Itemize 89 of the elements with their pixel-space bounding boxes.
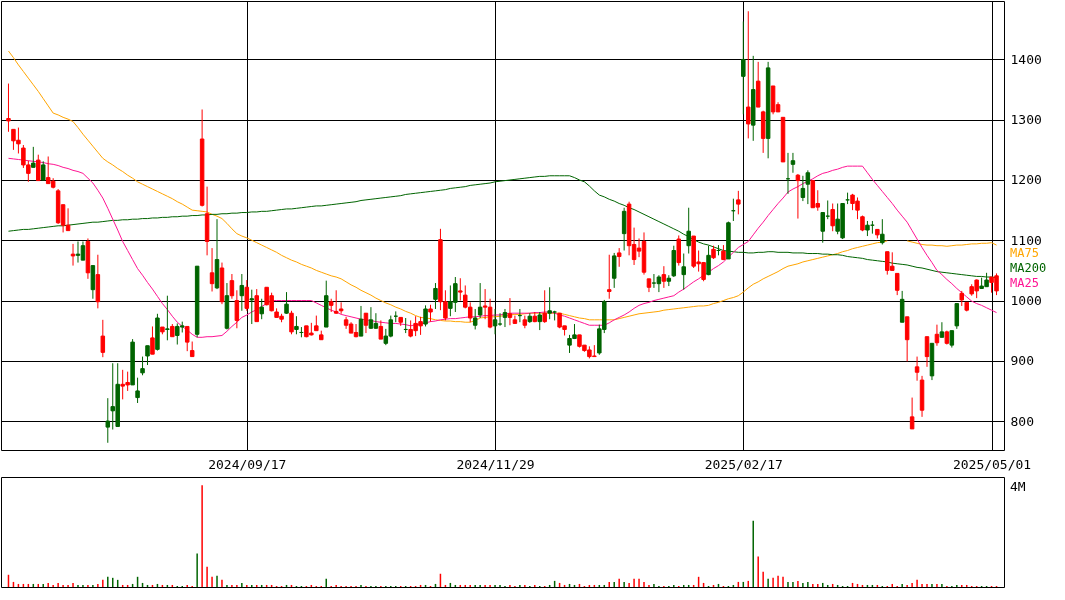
candlestick [423, 304, 428, 327]
candlestick [741, 20, 746, 115]
candlestick [904, 316, 910, 362]
candlestick [249, 289, 255, 325]
y-tick-label: 1400 [1010, 51, 1042, 67]
candlestick [607, 254, 612, 300]
candlestick [651, 273, 657, 289]
candlestick [492, 308, 498, 335]
candlestick [537, 311, 542, 331]
candlestick [924, 336, 930, 368]
candlestick [790, 152, 796, 174]
candlestick [458, 277, 463, 302]
y-tick-label: 1000 [1010, 293, 1042, 309]
candlestick [229, 273, 235, 300]
candlestick [259, 298, 264, 320]
candlestick [70, 243, 76, 267]
candlestick [736, 190, 741, 215]
candlestick [706, 245, 711, 276]
candlestick [477, 282, 483, 319]
candlestick [150, 325, 155, 355]
series-label: MA200 [1010, 261, 1047, 275]
candlestick [880, 218, 885, 245]
series-label: MA75 [1010, 246, 1039, 260]
candlestick [820, 212, 825, 244]
candlestick [31, 146, 36, 168]
candlestick [487, 298, 493, 329]
candlestick [244, 279, 250, 312]
candlestick [472, 308, 478, 330]
candlestick [507, 297, 513, 326]
candlestick [954, 303, 960, 330]
candlestick [333, 289, 339, 315]
candlestick [368, 306, 374, 330]
y-tick-label: 1100 [1010, 232, 1042, 248]
candlestick [358, 305, 364, 337]
candlestick [497, 312, 503, 327]
candlestick [135, 377, 140, 404]
candlestick [165, 295, 170, 341]
candlestick [378, 319, 384, 340]
candlestick [363, 312, 369, 334]
candlestick [547, 286, 552, 320]
x-tick-label: 2025/05/01 [952, 456, 1032, 472]
candlestick [676, 234, 682, 267]
candlestick [184, 325, 190, 352]
y-tick-label: 800 [1010, 413, 1034, 429]
candlestick [681, 253, 686, 291]
candlestick [914, 356, 920, 382]
candlestick [909, 397, 915, 430]
text: MA25 [1010, 276, 1039, 290]
candlestick [100, 319, 106, 358]
candlestick [939, 321, 945, 338]
candlestick [40, 160, 46, 181]
candlestick [611, 252, 617, 289]
y-tick-label: 1300 [1010, 112, 1042, 128]
candlestick [746, 10, 751, 139]
text: 4M [1010, 479, 1026, 494]
candlestick [353, 323, 359, 338]
x-tick-label: 2025/02/17 [704, 456, 783, 472]
candlestick [36, 154, 41, 182]
candlestick [621, 207, 627, 252]
candlestick [542, 289, 547, 324]
candlestick [894, 272, 900, 296]
y-tick-label: 1200 [1010, 172, 1042, 188]
candlestick [661, 265, 667, 289]
candlestick [234, 289, 240, 329]
candlestick [338, 301, 344, 315]
candlestick [502, 308, 508, 328]
candlestick [75, 240, 81, 264]
candlestick [105, 397, 111, 444]
candlestick [140, 356, 145, 376]
candlestick [6, 83, 11, 133]
candlestick [209, 247, 215, 292]
candlestick [656, 274, 662, 293]
candlestick [284, 291, 289, 315]
candlestick [289, 310, 294, 335]
candlestick [800, 175, 806, 202]
candlestick [294, 315, 299, 335]
y-tick-label: 900 [1010, 353, 1034, 369]
candlestick [145, 345, 150, 366]
candlestick [830, 203, 835, 232]
candlestick [805, 169, 811, 205]
x-tick-label: 2024/09/17 [208, 456, 287, 472]
candlestick [239, 273, 245, 312]
x-tick-label: 2024/11/29 [456, 456, 535, 472]
candlestick [80, 240, 86, 261]
candlestick [686, 207, 691, 255]
candlestick [433, 282, 438, 310]
candlestick [616, 247, 622, 268]
candlestick [899, 290, 905, 323]
candlestick [373, 312, 379, 330]
